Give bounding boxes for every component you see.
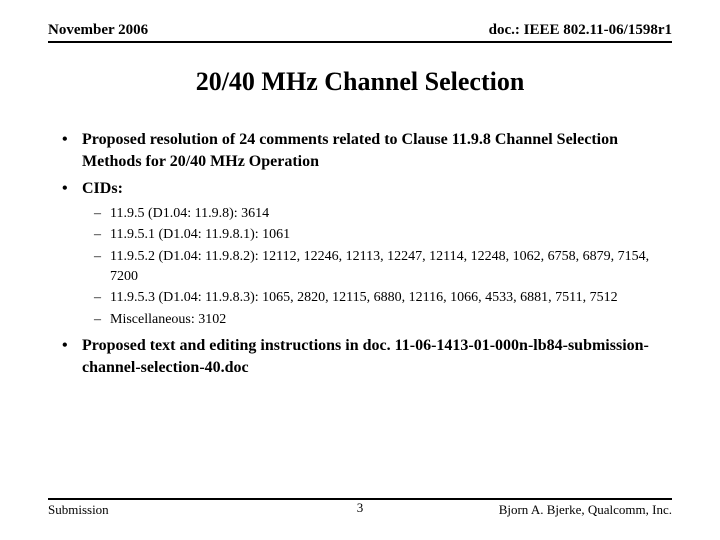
footer: Submission Bjorn A. Bjerke, Qualcomm, In…: [48, 498, 672, 518]
bullet-item: Proposed resolution of 24 comments relat…: [52, 129, 668, 172]
header-date: November 2006: [48, 22, 148, 39]
footer-page-number: 3: [48, 500, 672, 516]
sub-bullet: 11.9.5.2 (D1.04: 11.9.8.2): 12112, 12246…: [82, 247, 668, 286]
slide-body: Proposed resolution of 24 comments relat…: [48, 129, 672, 379]
bullet-text: Proposed text and editing instructions i…: [82, 337, 649, 376]
bullet-item: CIDs: 11.9.5 (D1.04: 11.9.8): 3614 11.9.…: [52, 178, 668, 329]
header: November 2006 doc.: IEEE 802.11-06/1598r…: [48, 22, 672, 43]
bullet-item: Proposed text and editing instructions i…: [52, 335, 668, 378]
sub-bullet: 11.9.5.1 (D1.04: 11.9.8.1): 1061: [82, 225, 668, 245]
sub-bullet: Miscellaneous: 3102: [82, 310, 668, 330]
header-doc-id: doc.: IEEE 802.11-06/1598r1: [489, 22, 672, 39]
sub-bullet: 11.9.5 (D1.04: 11.9.8): 3614: [82, 204, 668, 224]
sub-bullet: 11.9.5.3 (D1.04: 11.9.8.3): 1065, 2820, …: [82, 288, 668, 308]
slide-title: 20/40 MHz Channel Selection: [48, 67, 672, 97]
bullet-text: CIDs:: [82, 180, 123, 197]
bullet-text: Proposed resolution of 24 comments relat…: [82, 131, 618, 170]
